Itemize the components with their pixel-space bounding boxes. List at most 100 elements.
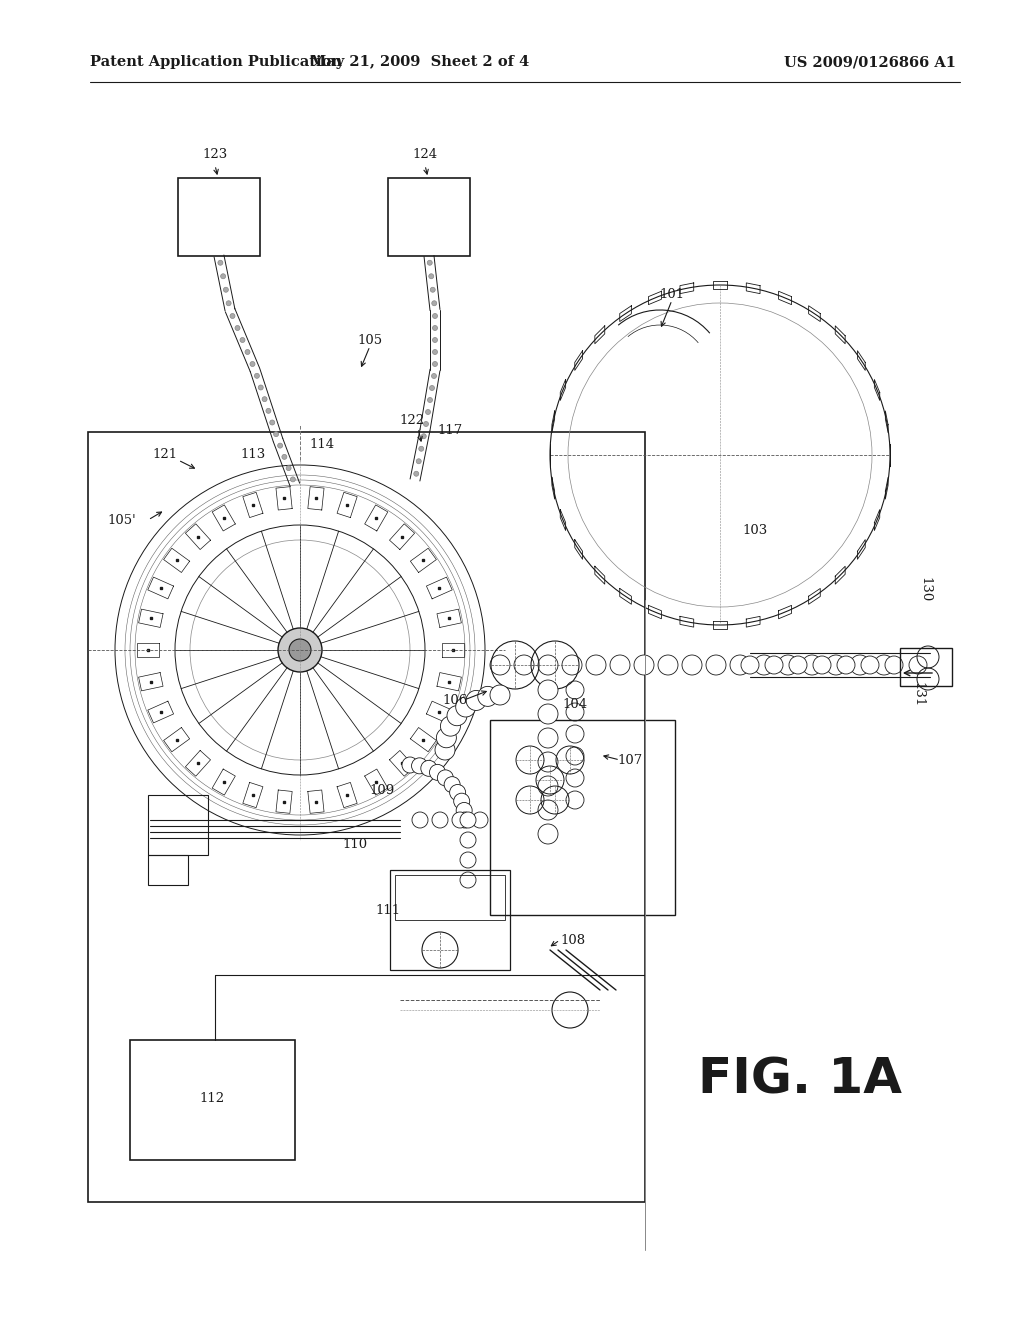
Circle shape: [429, 385, 434, 391]
Text: 124: 124: [413, 149, 437, 161]
Text: 108: 108: [560, 933, 586, 946]
Text: 130: 130: [919, 577, 932, 603]
Circle shape: [460, 873, 476, 888]
Bar: [88, 432, 645, 1203]
Bar: [490, 719, 675, 915]
Circle shape: [429, 764, 445, 780]
Circle shape: [432, 326, 437, 330]
Bar: [900, 648, 952, 686]
Circle shape: [432, 338, 437, 342]
Circle shape: [478, 686, 498, 706]
Circle shape: [850, 655, 870, 675]
Circle shape: [874, 655, 894, 675]
Circle shape: [447, 706, 467, 726]
Circle shape: [436, 727, 457, 747]
Circle shape: [730, 655, 750, 675]
Circle shape: [429, 273, 434, 279]
Circle shape: [258, 385, 263, 389]
Circle shape: [278, 628, 322, 672]
Circle shape: [457, 812, 473, 828]
Circle shape: [861, 656, 879, 675]
Circle shape: [424, 421, 428, 426]
Circle shape: [282, 454, 287, 459]
Text: 107: 107: [617, 754, 643, 767]
Text: 112: 112: [200, 1092, 224, 1105]
Bar: [130, 1040, 295, 1160]
Circle shape: [220, 273, 225, 279]
Circle shape: [254, 374, 259, 379]
Bar: [148, 795, 208, 855]
Circle shape: [538, 776, 558, 796]
Text: 111: 111: [376, 903, 400, 916]
Text: 123: 123: [203, 149, 227, 161]
Circle shape: [427, 260, 432, 265]
Bar: [388, 178, 470, 256]
Circle shape: [444, 776, 460, 792]
Circle shape: [230, 314, 234, 318]
Circle shape: [431, 374, 436, 379]
Circle shape: [430, 288, 435, 292]
Circle shape: [414, 471, 419, 477]
Circle shape: [706, 655, 726, 675]
Circle shape: [456, 803, 472, 818]
Circle shape: [432, 314, 437, 318]
Circle shape: [291, 477, 295, 482]
Bar: [390, 870, 510, 970]
Circle shape: [466, 690, 486, 710]
Circle shape: [421, 760, 437, 776]
Circle shape: [426, 409, 430, 414]
Circle shape: [538, 824, 558, 843]
Circle shape: [790, 656, 807, 675]
Text: May 21, 2009  Sheet 2 of 4: May 21, 2009 Sheet 2 of 4: [310, 55, 529, 69]
Circle shape: [460, 832, 476, 847]
Circle shape: [538, 752, 558, 772]
Circle shape: [435, 741, 455, 760]
Circle shape: [234, 326, 240, 330]
Circle shape: [765, 656, 783, 675]
Text: US 2009/0126866 A1: US 2009/0126866 A1: [784, 55, 956, 69]
Circle shape: [427, 397, 432, 403]
Circle shape: [778, 655, 798, 675]
Circle shape: [245, 350, 250, 355]
Text: 114: 114: [309, 438, 335, 451]
Circle shape: [538, 800, 558, 820]
Circle shape: [909, 656, 927, 675]
Circle shape: [452, 812, 468, 828]
Circle shape: [416, 459, 421, 463]
Circle shape: [634, 655, 654, 675]
Circle shape: [885, 656, 903, 675]
Circle shape: [402, 756, 418, 774]
Circle shape: [813, 656, 831, 675]
Text: 131: 131: [911, 682, 925, 708]
Circle shape: [610, 655, 630, 675]
Circle shape: [454, 793, 470, 809]
Text: 104: 104: [562, 698, 588, 711]
Circle shape: [432, 362, 437, 367]
Circle shape: [289, 639, 311, 661]
Circle shape: [562, 655, 582, 675]
Text: 105': 105': [108, 513, 136, 527]
Bar: [148, 855, 188, 884]
Circle shape: [538, 680, 558, 700]
Circle shape: [226, 301, 231, 306]
Text: 101: 101: [659, 289, 685, 301]
Circle shape: [826, 655, 846, 675]
Circle shape: [218, 260, 223, 265]
Circle shape: [514, 655, 534, 675]
Circle shape: [432, 350, 437, 355]
Text: 103: 103: [742, 524, 768, 536]
Circle shape: [741, 656, 759, 675]
Circle shape: [682, 655, 702, 675]
Text: 121: 121: [153, 449, 177, 462]
Text: 110: 110: [342, 838, 368, 851]
Bar: [395, 875, 505, 920]
Circle shape: [658, 655, 678, 675]
Circle shape: [412, 758, 428, 774]
Circle shape: [273, 432, 279, 437]
Circle shape: [538, 729, 558, 748]
Circle shape: [538, 704, 558, 723]
Circle shape: [278, 444, 283, 447]
Circle shape: [262, 397, 267, 401]
Text: 122: 122: [399, 413, 425, 426]
Circle shape: [460, 851, 476, 869]
